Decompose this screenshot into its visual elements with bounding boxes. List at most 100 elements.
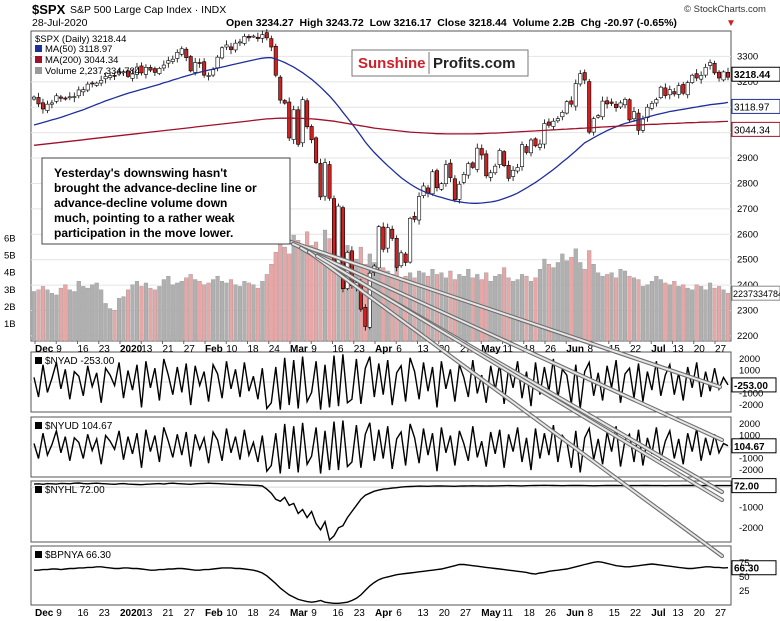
price-last-value-box <box>731 121 780 137</box>
x-tick-label-top: Jun <box>566 344 584 355</box>
nyhl-tick-label: -1000 <box>739 502 763 513</box>
volume-bar <box>528 281 534 342</box>
volume-bar <box>658 279 663 342</box>
volume-bar <box>67 289 72 342</box>
x-tick-label-bottom: 13 <box>673 608 685 619</box>
volume-bar <box>390 274 395 342</box>
candle-body <box>305 100 310 128</box>
x-tick-label-top: May <box>481 344 501 355</box>
volume-bar <box>506 277 511 342</box>
brand-logo: Sunshine Profits.com <box>351 49 529 77</box>
candle-body <box>457 183 462 200</box>
x-tick-label-bottom: 2020 <box>120 608 143 619</box>
volume-tick-label: 2B <box>4 302 16 313</box>
candle-body <box>202 61 207 76</box>
x-tick-label-bottom: 27 <box>184 608 196 619</box>
volume-bar <box>537 269 542 342</box>
volume-bar <box>578 262 583 342</box>
x-tick-label-bottom: Dec <box>35 608 54 619</box>
bpnya-tick-label: 25 <box>739 586 750 597</box>
annotation-callout: Yesterday's downswing hasn't brought the… <box>41 157 291 245</box>
volume-bar <box>94 282 99 342</box>
candle-body <box>717 71 722 79</box>
candle-body <box>649 103 654 109</box>
x-tick-label-bottom: 13 <box>418 608 430 619</box>
nyad-last-value-box <box>731 377 777 393</box>
volume-bar <box>354 258 359 342</box>
candle-body <box>40 102 45 110</box>
x-tick-label-top: 13 <box>673 344 685 355</box>
price-tick-label: 3200 <box>737 77 758 88</box>
x-tick-label-bottom: May <box>481 608 501 619</box>
x-tick-label-bottom: 27 <box>460 608 472 619</box>
x-tick-label-bottom: 24 <box>269 608 281 619</box>
candle-body <box>694 73 699 79</box>
axis-labels: -253.00104.6772.0066.3033003200310030002… <box>4 51 780 597</box>
volume-bar <box>49 293 54 342</box>
candle-body <box>663 87 668 96</box>
x-tick-label-bottom: Mar <box>290 608 308 619</box>
candle-body <box>72 96 77 98</box>
volume-bar <box>139 286 144 342</box>
candle-body <box>175 52 180 59</box>
candle-body <box>211 69 216 76</box>
candle-body <box>506 164 511 179</box>
candle-body <box>112 75 117 77</box>
candle-body <box>430 171 435 195</box>
volume-bar <box>269 264 274 342</box>
annotation-arrow <box>284 239 721 388</box>
bpnya-label: $BPNYA 66.30 <box>45 550 111 561</box>
candle-body <box>117 71 122 75</box>
candle-body <box>587 81 592 133</box>
x-tick-label-bottom: 8 <box>588 608 594 619</box>
legend-entry: MA(50) 3118.97 <box>45 44 112 55</box>
nyud-last-value-box <box>731 438 777 454</box>
candle-body <box>103 76 108 80</box>
volume-bar <box>76 281 81 342</box>
annotation-box <box>41 157 291 245</box>
candle-body <box>148 67 153 71</box>
candle-body <box>528 139 533 154</box>
candle-body <box>363 307 368 327</box>
candle-body <box>188 56 193 72</box>
volume-bar <box>582 269 587 342</box>
price-tick-label: 2400 <box>737 280 758 291</box>
volume-bar <box>305 231 310 342</box>
volume-bar <box>255 287 260 342</box>
volume-bar <box>587 250 592 342</box>
candle-body <box>515 167 520 172</box>
price-last-value-box <box>731 98 780 114</box>
candle-body <box>667 89 672 96</box>
candle-body <box>260 34 265 39</box>
x-tick-label-top: 27 <box>460 344 472 355</box>
brand-logo-dark: Profits.com <box>433 55 516 72</box>
candle-body <box>278 76 283 101</box>
volume-bar <box>591 264 596 342</box>
volume-bar <box>676 286 681 342</box>
x-tick-label-bottom: 26 <box>545 608 557 619</box>
candle-body <box>220 47 225 59</box>
candle-body <box>399 252 404 267</box>
volume-last-value-box <box>731 285 780 301</box>
volume-bar <box>260 281 265 342</box>
legend-swatch <box>35 486 42 493</box>
volume-bar <box>654 275 659 342</box>
candle-body <box>340 207 345 289</box>
candle-body <box>130 73 135 79</box>
volume-bar <box>220 281 225 342</box>
x-tick-label-top: 8 <box>588 344 594 355</box>
x-tick-label-bottom: 18 <box>524 608 536 619</box>
price-last-value: 3044.34 <box>734 125 771 136</box>
volume-bar <box>502 267 507 342</box>
candle-body <box>551 120 556 127</box>
candle-body <box>381 226 386 250</box>
candle-body <box>546 121 551 126</box>
volume-bar <box>694 284 699 342</box>
volume-bar <box>497 274 502 342</box>
candle-body <box>564 101 569 114</box>
volume-bar <box>130 284 135 342</box>
volume-bar <box>108 308 113 342</box>
candle-body <box>291 109 296 140</box>
